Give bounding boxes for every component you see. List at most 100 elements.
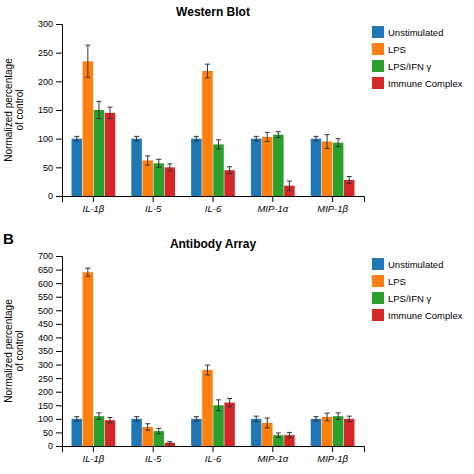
error-line (196, 136, 197, 141)
x-tick: IL-6 (205, 196, 222, 214)
y-axis: 0501001502002503003504004505005506006507… (38, 251, 63, 451)
error-cap (108, 107, 113, 108)
error-cap (194, 140, 199, 141)
tick-label: MIP-1β (317, 453, 348, 464)
error-cap (287, 437, 292, 438)
axis-line (63, 447, 365, 453)
error-cap (145, 423, 150, 424)
tick-label: 450 (38, 319, 53, 329)
error-line (229, 167, 230, 174)
y-tick: 50 (43, 428, 62, 438)
error-cap (96, 101, 101, 102)
tick-label: 0 (48, 441, 53, 451)
x-tick: IL-5 (145, 446, 162, 464)
error-cap (85, 276, 90, 277)
bar (311, 139, 322, 196)
error-cap (96, 419, 101, 420)
error-cap (134, 421, 139, 422)
error-line (158, 159, 159, 167)
bar (94, 110, 105, 196)
legend: UnstimulatedLPSLPS/IFN γImmune Complex (372, 26, 463, 89)
error-line (327, 413, 328, 421)
axis-title: Normalized percentageof control (3, 58, 25, 162)
tick-mark (93, 196, 94, 202)
tick-mark (332, 446, 333, 452)
error-cap (276, 432, 281, 433)
tick-mark (272, 196, 273, 202)
error-line (349, 177, 350, 184)
tick-label: 600 (38, 279, 53, 289)
legend-item: Immune Complex (372, 309, 463, 321)
error-bar (347, 177, 352, 184)
tick-mark (56, 139, 62, 140)
error-cap (96, 412, 101, 413)
error-line (289, 181, 290, 190)
error-cap (216, 399, 221, 400)
y-tick: 100 (38, 414, 62, 424)
legend-item: Unstimulated (372, 258, 443, 270)
error-cap (205, 374, 210, 375)
error-bar (227, 167, 232, 174)
axis-line (56, 257, 63, 447)
error-cap (313, 416, 318, 417)
error-bar (85, 45, 90, 77)
bar (165, 167, 176, 196)
error-cap (347, 416, 352, 417)
error-line (136, 417, 137, 421)
error-cap (276, 437, 281, 438)
error-cap (227, 173, 232, 174)
error-line (169, 164, 170, 171)
legend-swatch (372, 43, 384, 55)
error-cap (145, 155, 150, 156)
tick-mark (56, 196, 62, 197)
bar (202, 370, 213, 446)
legend-label: LPS/IFN γ (388, 293, 432, 304)
x-tick: MIP-1β (317, 446, 348, 464)
error-cap (287, 432, 292, 433)
tick-label: 500 (38, 306, 53, 316)
legend-item: Unstimulated (372, 26, 443, 38)
error-bar (313, 417, 318, 421)
y-tick: 150 (38, 105, 62, 115)
error-bar (145, 424, 150, 431)
error-line (87, 268, 88, 276)
error-cap (254, 416, 259, 417)
legend-item: LPS/IFN γ (372, 292, 432, 304)
legend-swatch (372, 258, 384, 270)
tick-mark (56, 446, 62, 447)
bar (105, 420, 116, 446)
tick-mark (213, 446, 214, 452)
error-line (207, 365, 208, 375)
error-cap (313, 140, 318, 141)
error-bar (167, 164, 172, 171)
error-cap (227, 166, 232, 167)
error-cap (194, 416, 199, 417)
error-cap (347, 176, 352, 177)
error-cap (156, 159, 161, 160)
tick-label: 700 (38, 251, 53, 261)
error-bar (205, 64, 210, 78)
tick-mark (56, 24, 62, 25)
tick-label: 200 (38, 387, 53, 397)
error-bar (167, 442, 172, 444)
error-bar (325, 413, 330, 421)
bar (273, 135, 284, 196)
annotation: B (3, 230, 14, 247)
error-line (229, 399, 230, 407)
tick-mark (56, 419, 62, 420)
error-cap (287, 181, 292, 182)
tick-label: IL-5 (145, 203, 162, 214)
bar (251, 419, 262, 446)
error-line (196, 417, 197, 421)
error-cap (134, 416, 139, 417)
chart: 050100150200250300IL-1βIL-5IL-6MIP-1αMIP… (0, 0, 474, 474)
y-tick: 200 (38, 387, 62, 397)
tick-label: 100 (38, 414, 53, 424)
error-cap (74, 421, 79, 422)
error-bar (265, 132, 270, 141)
x-tick: IL-6 (205, 446, 222, 464)
error-cap (227, 398, 232, 399)
bar (153, 163, 164, 196)
tick-mark (272, 446, 273, 452)
error-line (267, 132, 268, 141)
